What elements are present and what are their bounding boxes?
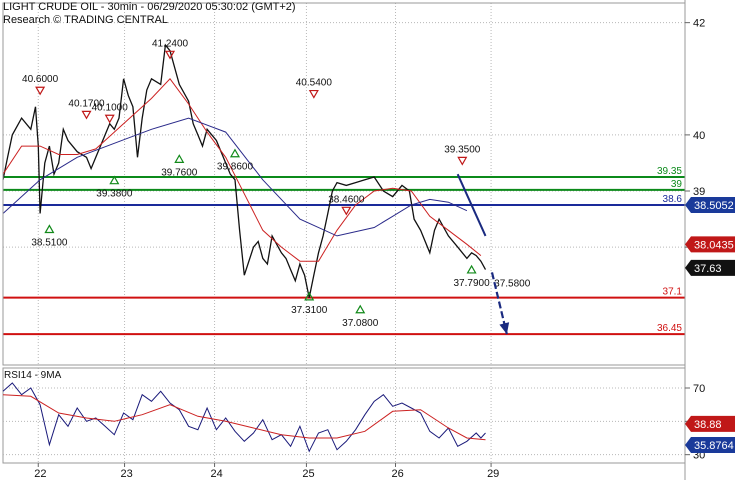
main-panel-frame: [2, 2, 686, 366]
trough-label: 37.3100: [291, 305, 328, 316]
trough-marker-icon: [304, 291, 315, 301]
trough-marker-icon: [44, 224, 55, 234]
trough-marker-icon: [174, 154, 185, 163]
rsi-title: RSI14 - 9MA: [4, 370, 62, 381]
peak-label: 40.1000: [92, 102, 129, 113]
price-tag-box: [685, 259, 735, 276]
peak-marker-icon: [341, 206, 352, 216]
peak-label: 41.2400: [152, 38, 189, 49]
rsi-line-rsi_ma: [2, 394, 486, 441]
level-label: 39.35: [657, 166, 682, 177]
x-tick-label: 26: [391, 468, 403, 480]
trough-label: 38.5100: [31, 238, 68, 249]
trough-label: 39.7600: [161, 167, 198, 178]
grid: [3, 3, 685, 463]
series-line-price: [2, 43, 487, 298]
level-label: 39: [671, 179, 683, 190]
x-tick-label: 29: [487, 468, 499, 480]
peak-marker-icon: [104, 114, 115, 124]
level-label: 36.45: [657, 323, 682, 334]
rsi-tag-label: 38.88: [694, 419, 722, 431]
peak-label: 38.4600: [328, 194, 365, 205]
trough-label: 39.3800: [96, 189, 133, 200]
peak-label: 39.3500: [444, 144, 481, 155]
x-tick-label: 23: [121, 468, 133, 480]
target-label: 37.5800: [494, 279, 531, 290]
peak-label: 40.6000: [22, 74, 59, 85]
trough-marker-icon: [466, 264, 477, 274]
price-tag-label: 38.0435: [694, 239, 734, 251]
x-tick-label: 22: [34, 468, 46, 480]
rsi-y-tick-label: 70: [693, 383, 705, 395]
peak-label: 40.1700: [68, 98, 105, 109]
trough-marker-icon: [109, 175, 120, 185]
chart-title: LIGHT CRUDE OIL - 30min - 06/29/2020 05:…: [3, 1, 296, 13]
trend-line: [456, 173, 487, 237]
price-tag-label: 37.63: [694, 263, 722, 275]
horizontal-levels: 39.35 39 38.6 37.1 36.45: [3, 166, 685, 336]
y-tick-label: 42: [693, 18, 705, 30]
y-tick-label: 39: [693, 186, 705, 198]
peak-marker-icon: [164, 50, 176, 60]
rsi-tag-label: 35.8764: [694, 440, 734, 452]
trough-marker-icon: [229, 148, 241, 158]
price-tag-box: [685, 236, 735, 253]
series-line-ma_short: [2, 78, 482, 262]
level-label: 37.1: [663, 287, 683, 298]
price-tag-label: 38.5052: [694, 200, 734, 212]
trough-label: 37.0800: [342, 318, 379, 329]
axes: 38394042222324252629: [2, 0, 705, 480]
peak-marker-icon: [308, 89, 319, 99]
trough-marker-icon: [355, 304, 366, 314]
peak-marker-icon: [81, 110, 92, 120]
trough-label: 39.8600: [217, 162, 254, 173]
trough-label: 37.7900: [454, 278, 491, 289]
peak-marker-icon: [35, 86, 46, 96]
x-tick-label: 25: [302, 468, 314, 480]
chart-source: Research © TRADING CENTRAL: [3, 14, 168, 26]
price-tag-box: [685, 197, 735, 214]
series-line-ma_long: [2, 117, 468, 237]
price-series: [2, 43, 487, 298]
peak-marker-icon: [457, 156, 468, 166]
rsi-panel-frame: [2, 367, 686, 464]
rsi-tag-box: [685, 415, 735, 432]
peak-label: 40.5400: [296, 78, 333, 89]
x-tick-label: 24: [211, 468, 223, 480]
y-tick-label: 40: [693, 130, 705, 142]
arrow-head-icon: [499, 322, 510, 335]
rsi-line-rsi: [2, 382, 486, 453]
level-label: 38.6: [663, 194, 683, 205]
rsi-tag-box: [685, 437, 735, 453]
projection-arrow: [490, 272, 510, 335]
price-tags: 38.5052 38.0435 37.63: [685, 197, 735, 276]
